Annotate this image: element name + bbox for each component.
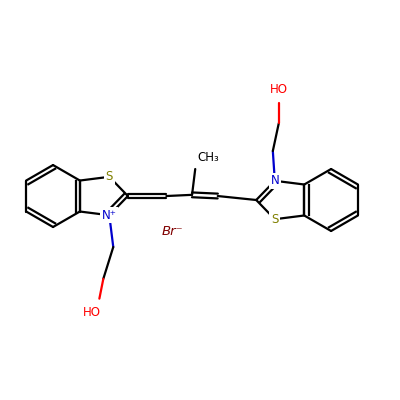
Text: N: N (270, 174, 279, 187)
Text: HO: HO (270, 83, 288, 96)
Text: S: S (106, 170, 113, 183)
Text: CH₃: CH₃ (197, 151, 219, 164)
Text: S: S (271, 213, 278, 226)
Text: N⁺: N⁺ (102, 209, 117, 222)
Text: Br⁻: Br⁻ (161, 225, 183, 238)
Text: HO: HO (83, 306, 101, 319)
